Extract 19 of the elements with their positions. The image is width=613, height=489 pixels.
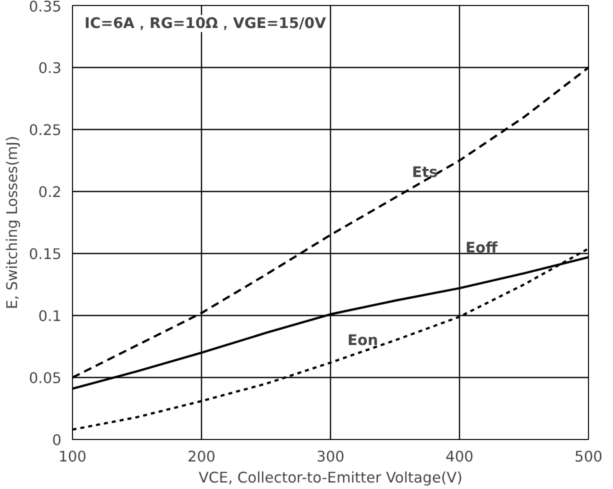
annotation: IC=6A，RG=10Ω，VGE=15/0V (84, 15, 327, 32)
x-axis-title: VCE, Collector-to-Emitter Voltage(V) (198, 470, 462, 486)
y-axis-title: E, Switching Losses(mJ) (4, 136, 21, 310)
x-tick-label: 500 (574, 448, 602, 466)
x-tick-label: 300 (316, 448, 344, 466)
y-tick-label: 0.15 (28, 246, 62, 263)
series-label: Eoff (466, 240, 498, 257)
y-tick-label: 0.3 (38, 60, 62, 77)
y-tick-label: 0.35 (28, 0, 62, 16)
series-label: Ets (412, 164, 438, 182)
y-tick-label: 0 (52, 432, 62, 449)
y-tick-label: 0.1 (38, 308, 62, 325)
x-tick-label: 200 (188, 448, 216, 466)
y-tick-label: 0.2 (38, 184, 62, 201)
y-tick-label: 0.05 (28, 370, 62, 387)
x-tick-label: 100 (58, 448, 86, 466)
series-label: Eon (348, 332, 378, 350)
y-tick-label: 0.25 (28, 122, 62, 139)
x-tick-label: 400 (446, 448, 474, 466)
